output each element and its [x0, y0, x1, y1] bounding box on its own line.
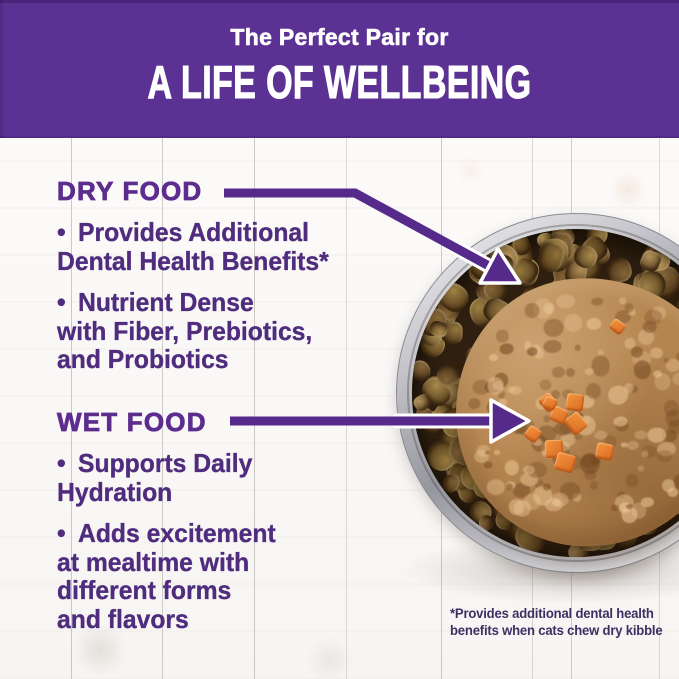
footnote-line: *Provides additional dental health — [450, 606, 654, 621]
pate-texture-spot — [485, 479, 505, 496]
pate-texture-spot — [626, 440, 640, 451]
pate-texture-spot — [584, 367, 595, 376]
pate-texture-spot — [634, 430, 648, 441]
pate-texture-spot — [555, 293, 576, 310]
pate-texture-spot — [590, 297, 604, 307]
pate-texture-spot — [483, 461, 493, 470]
pate-texture-spot — [509, 385, 523, 396]
pate-texture-spot — [643, 309, 663, 326]
pate-texture-spot — [543, 302, 555, 314]
bullet-text: Nutrient Dense — [78, 287, 254, 317]
bullet-text: Supports Daily — [78, 448, 253, 478]
bullet-icon: • — [57, 448, 66, 478]
dry-food-heading: DRY FOOD — [57, 176, 203, 206]
pate-texture-spot — [671, 371, 679, 386]
pate-texture-spot — [468, 397, 481, 410]
pate-texture-spot — [637, 464, 644, 472]
pate-texture-spot — [550, 492, 569, 508]
pate-texture-spot — [610, 504, 619, 512]
pate-texture-spot — [640, 497, 654, 508]
carrot-piece — [565, 392, 585, 412]
pate-texture-spot — [486, 400, 502, 416]
footnote-line: benefits when cats chew dry kibble — [450, 622, 663, 638]
pate-texture-spot — [566, 368, 576, 378]
bullet-text: and flavors — [57, 603, 189, 634]
pate-texture-spot — [543, 339, 562, 354]
pate-texture-spot — [484, 449, 491, 455]
pate-texture-spot — [655, 450, 673, 464]
pate-texture-spot — [625, 473, 639, 488]
bullet-item: • Adds excitement at mealtime with differ… — [57, 519, 276, 633]
bullet-item: • Supports Daily Hydration — [57, 449, 276, 506]
pate-texture-spot — [538, 379, 552, 392]
pate-texture-spot — [654, 372, 671, 391]
pate-texture-spot — [505, 482, 513, 491]
bullet-text: Provides Additional — [78, 217, 310, 247]
header-subtitle: The Perfect Pair for — [230, 24, 449, 51]
bullet-text: Hydration — [57, 476, 173, 507]
pate-texture-spot — [499, 343, 514, 355]
wet-food-section: WET FOOD • Supports Daily Hydration • Adds… — [57, 408, 287, 633]
pate-texture-spot — [543, 317, 564, 338]
pate-texture-spot — [493, 449, 501, 455]
bullet-icon: • — [57, 217, 66, 247]
pate-texture-spot — [563, 313, 583, 333]
bullet-text: different forms — [57, 575, 232, 605]
cat-food-bowl-photo — [396, 213, 679, 573]
page-title: A LIFE OF WELLBEING — [147, 56, 532, 108]
bullet-text: with Fiber, Prebiotics, — [57, 315, 313, 346]
pate-texture-spot — [590, 355, 611, 377]
pate-texture-spot — [513, 499, 532, 518]
pate-texture-spot — [542, 482, 551, 491]
pate-texture-spot — [597, 349, 604, 356]
pate-texture-spot — [589, 481, 599, 491]
carrot-piece — [594, 441, 614, 461]
pate-texture-spot — [633, 359, 652, 380]
bullet-text: at mealtime with — [57, 546, 250, 577]
pate-texture-spot — [551, 365, 566, 379]
pate-texture-spot — [504, 459, 519, 476]
pate-texture-spot — [667, 487, 679, 498]
pate-texture-spot — [489, 354, 499, 362]
carrot-piece — [553, 451, 577, 474]
wet-food-heading: WET FOOD — [57, 407, 207, 437]
footnote: *Provides additional dental health benef… — [450, 606, 663, 639]
bullet-text: Adds excitement — [78, 518, 276, 548]
bullet-item: • Provides Additional Dental Health Benef… — [57, 218, 329, 275]
bullet-icon: • — [57, 518, 66, 548]
pate-texture-spot — [585, 382, 602, 400]
bullet-text: Dental Health Benefits* — [57, 245, 329, 276]
bullet-icon: • — [57, 287, 66, 317]
header-banner: The Perfect Pair for A LIFE OF WELLBEING — [0, 0, 679, 138]
pate-texture-spot — [574, 344, 581, 351]
bullet-text: and Probiotics — [57, 344, 229, 374]
pate-texture-spot — [646, 427, 667, 443]
pate-texture-spot — [495, 329, 510, 344]
pate-texture-spot — [650, 347, 664, 359]
dry-food-section: DRY FOOD • Provides Additional Dental Hea… — [57, 177, 343, 374]
bullet-item: • Nutrient Dense with Fiber, Prebiotics, … — [57, 288, 329, 374]
pate-texture-spot — [585, 316, 602, 330]
